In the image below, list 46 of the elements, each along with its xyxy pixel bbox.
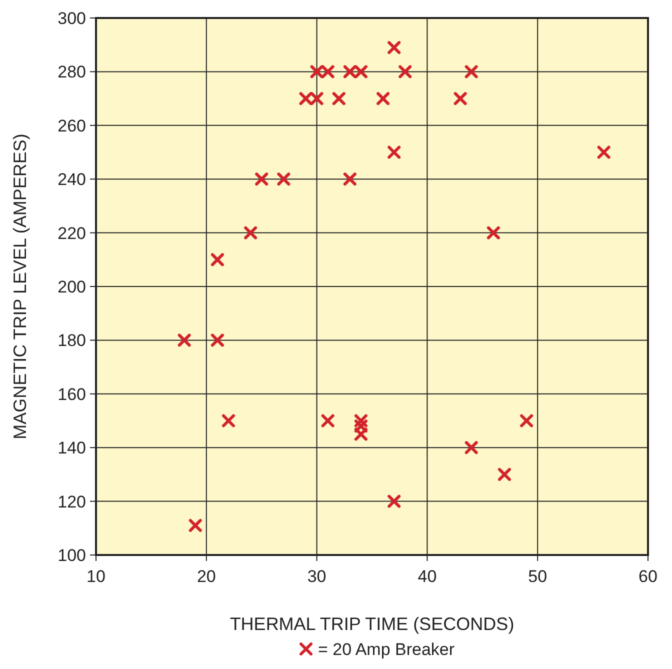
- point: [498, 468, 511, 481]
- y-tick-label: 100: [58, 546, 86, 565]
- point: [210, 253, 224, 266]
- point: [222, 414, 235, 428]
- y-tick-label: 120: [58, 492, 86, 512]
- point: [597, 146, 610, 159]
- point: [178, 334, 191, 347]
- point: [388, 41, 401, 54]
- point: [354, 420, 368, 433]
- x-axis-title: THERMAL TRIP TIME (SECONDS): [230, 614, 514, 634]
- point: [277, 172, 290, 186]
- point: [210, 334, 224, 347]
- y-tick-label: 280: [58, 62, 86, 82]
- y-tick-label: 240: [58, 170, 86, 190]
- point: [464, 441, 478, 454]
- point: [520, 414, 534, 428]
- y-axis-title: MAGNETIC TRIP LEVEL (AMPERES): [10, 134, 30, 440]
- y-tick-label: 160: [58, 384, 86, 404]
- x-tick-label: 20: [196, 567, 216, 586]
- y-tick-label: 300: [58, 9, 86, 28]
- legend-label: = 20 Amp Breaker: [318, 640, 455, 659]
- y-tick-label: 260: [58, 116, 86, 136]
- point: [255, 172, 268, 186]
- point: [188, 518, 202, 532]
- y-tick-label: 180: [58, 331, 86, 350]
- x-tick-label: 30: [307, 567, 326, 586]
- x-tick-label: 10: [86, 567, 106, 586]
- point: [388, 494, 401, 508]
- y-tick-label: 220: [58, 224, 86, 243]
- point: [354, 428, 368, 441]
- point: [354, 414, 368, 428]
- x-tick-label: 50: [528, 567, 548, 586]
- x-tick-label: 60: [638, 567, 658, 586]
- point: [332, 92, 346, 106]
- point: [321, 414, 334, 428]
- point: [388, 146, 401, 159]
- y-tick-label: 200: [58, 278, 86, 296]
- point: [464, 65, 478, 78]
- x-tick-label: 40: [418, 567, 437, 586]
- point: [454, 92, 467, 106]
- point: [244, 226, 258, 240]
- y-tick-label: 140: [58, 438, 86, 458]
- point: [343, 172, 356, 186]
- point: [486, 226, 500, 240]
- point: [376, 92, 390, 106]
- point: [398, 65, 412, 78]
